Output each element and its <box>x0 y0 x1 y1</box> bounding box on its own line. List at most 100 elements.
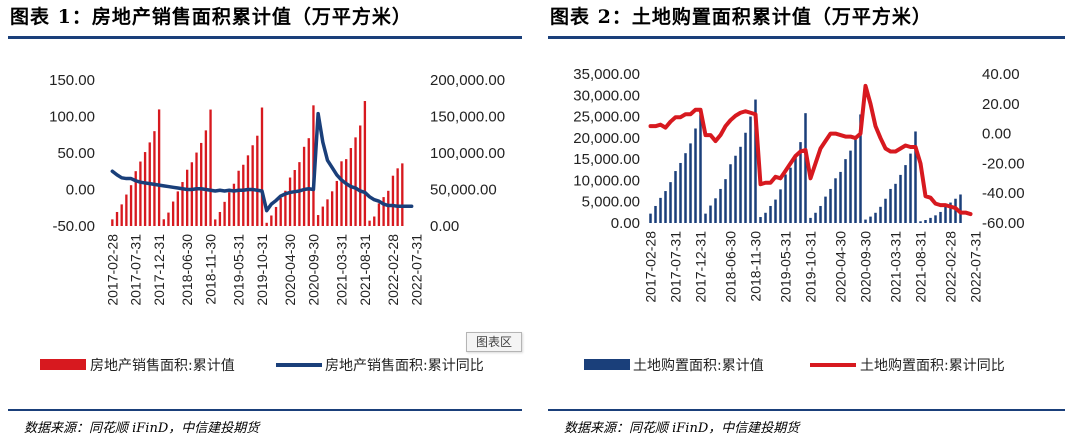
bar <box>844 159 847 223</box>
bar <box>307 138 310 226</box>
bar <box>214 219 217 226</box>
bar <box>223 201 226 226</box>
bar <box>689 143 692 223</box>
bar <box>153 131 156 226</box>
bar <box>237 170 240 226</box>
left-axis-tick: 5,000.00 <box>582 194 640 211</box>
right-axis-tick: 150,000.00 <box>430 109 505 126</box>
bar <box>919 221 922 223</box>
bar <box>401 163 404 226</box>
bar <box>889 188 892 223</box>
bar <box>679 162 682 223</box>
bar <box>884 198 887 223</box>
legend-line-label: 土地购置面积:累计同比 <box>860 358 1005 374</box>
right-axis-tick: 100,000.00 <box>430 145 505 162</box>
bar <box>391 175 395 226</box>
bar <box>834 178 837 223</box>
bar <box>316 215 320 226</box>
bar <box>111 219 114 226</box>
legend: 土地购置面积:累计值 土地购置面积:累计同比 <box>584 358 1005 374</box>
left-axis-tick: 15,000.00 <box>573 151 640 168</box>
x-tick-label: 2017-12-31 <box>693 231 709 303</box>
bar <box>270 215 273 226</box>
bar <box>125 194 128 226</box>
left-axis-tick: 30,000.00 <box>573 87 640 104</box>
bar <box>664 191 667 223</box>
bar <box>824 196 827 223</box>
bar <box>260 107 264 226</box>
x-tick-label: 2021-08-31 <box>357 234 373 306</box>
left-axis-tick: 150.00 <box>49 72 95 89</box>
bar <box>176 191 179 226</box>
bar <box>729 164 732 223</box>
bar <box>954 198 957 223</box>
x-tick-label: 2017-07-31 <box>668 231 684 303</box>
left-axis-tick: 10,000.00 <box>573 172 640 189</box>
left-axis-tick: 35,000.00 <box>573 66 640 83</box>
bar <box>959 194 962 223</box>
x-tick-label: 2019-05-31 <box>231 234 247 306</box>
bar <box>143 152 147 226</box>
legend-line-label: 房地产销售面积:累计同比 <box>325 358 484 374</box>
bottom-rule-1 <box>8 409 522 411</box>
bar <box>674 171 677 223</box>
chart-area-tag[interactable]: 图表区 <box>466 332 522 352</box>
bar <box>382 197 385 226</box>
left-axis-tick: 25,000.00 <box>573 109 640 126</box>
bar <box>909 153 912 223</box>
right-axis-tick: 200,000.00 <box>430 72 505 89</box>
chart-2-svg: 35,000.00 30,000.00 25,000.00 20,000.00 15,0… <box>573 66 1025 374</box>
bar <box>359 125 362 226</box>
bottom-rule-2 <box>548 409 1065 411</box>
x-tick-label: 2022-07-31 <box>408 234 424 306</box>
right-axis-tick: -40.00 <box>982 185 1025 202</box>
bar <box>340 161 343 226</box>
bar <box>764 212 767 223</box>
bar <box>209 109 212 226</box>
bar <box>288 177 292 226</box>
bar <box>849 150 852 223</box>
bar <box>704 213 707 223</box>
bar <box>914 131 917 223</box>
bar <box>794 154 797 223</box>
bar <box>373 216 376 226</box>
x-tick-label: 2021-03-31 <box>888 231 904 303</box>
right-axis-tick: -20.00 <box>982 155 1025 172</box>
bar <box>228 192 231 226</box>
bar <box>684 153 687 223</box>
bar <box>134 171 137 226</box>
legend-bar-swatch <box>40 359 86 370</box>
bar <box>789 167 792 223</box>
bar <box>115 211 119 226</box>
x-tick-label: 2022-02-28 <box>385 234 401 306</box>
bar <box>330 191 334 226</box>
bar <box>298 162 301 227</box>
x-tick-label: 2017-12-31 <box>151 234 167 306</box>
left-axis-tick: -50.00 <box>52 218 95 235</box>
left-axis-tick: 0.00 <box>611 215 640 232</box>
bar <box>139 161 142 226</box>
left-axis-tick: 50.00 <box>57 145 95 162</box>
x-tick-label: 2017-02-28 <box>104 234 120 306</box>
x-tick-label: 2021-08-31 <box>913 231 929 303</box>
right-axis-tick: 20.00 <box>982 96 1020 113</box>
bar <box>279 198 282 226</box>
left-axis-tick: 20,000.00 <box>573 130 640 147</box>
bar <box>869 216 872 223</box>
bar <box>929 217 932 223</box>
bar <box>804 113 807 223</box>
legend: 房地产销售面积:累计值 房地产销售面积:累计同比 <box>40 358 484 374</box>
x-tick-label: 2020-04-30 <box>282 234 298 306</box>
x-tick-label: 2018-06-30 <box>723 231 739 303</box>
legend-bar-label: 土地购置面积:累计值 <box>633 358 764 374</box>
x-tick-label: 2022-02-28 <box>943 231 959 303</box>
x-tick-label: 2020-09-30 <box>305 234 321 306</box>
x-tick-label: 2021-03-31 <box>334 234 350 306</box>
bar <box>799 142 802 223</box>
bar <box>302 146 306 226</box>
bar <box>754 99 757 223</box>
x-tick-label: 2018-11-30 <box>748 231 764 302</box>
series-line <box>648 83 973 217</box>
bar <box>694 128 697 223</box>
chart-panel-1: 图表 1：房地产销售面积累计值（万平方米） 150.00 100.00 50.00 0… <box>0 0 530 445</box>
